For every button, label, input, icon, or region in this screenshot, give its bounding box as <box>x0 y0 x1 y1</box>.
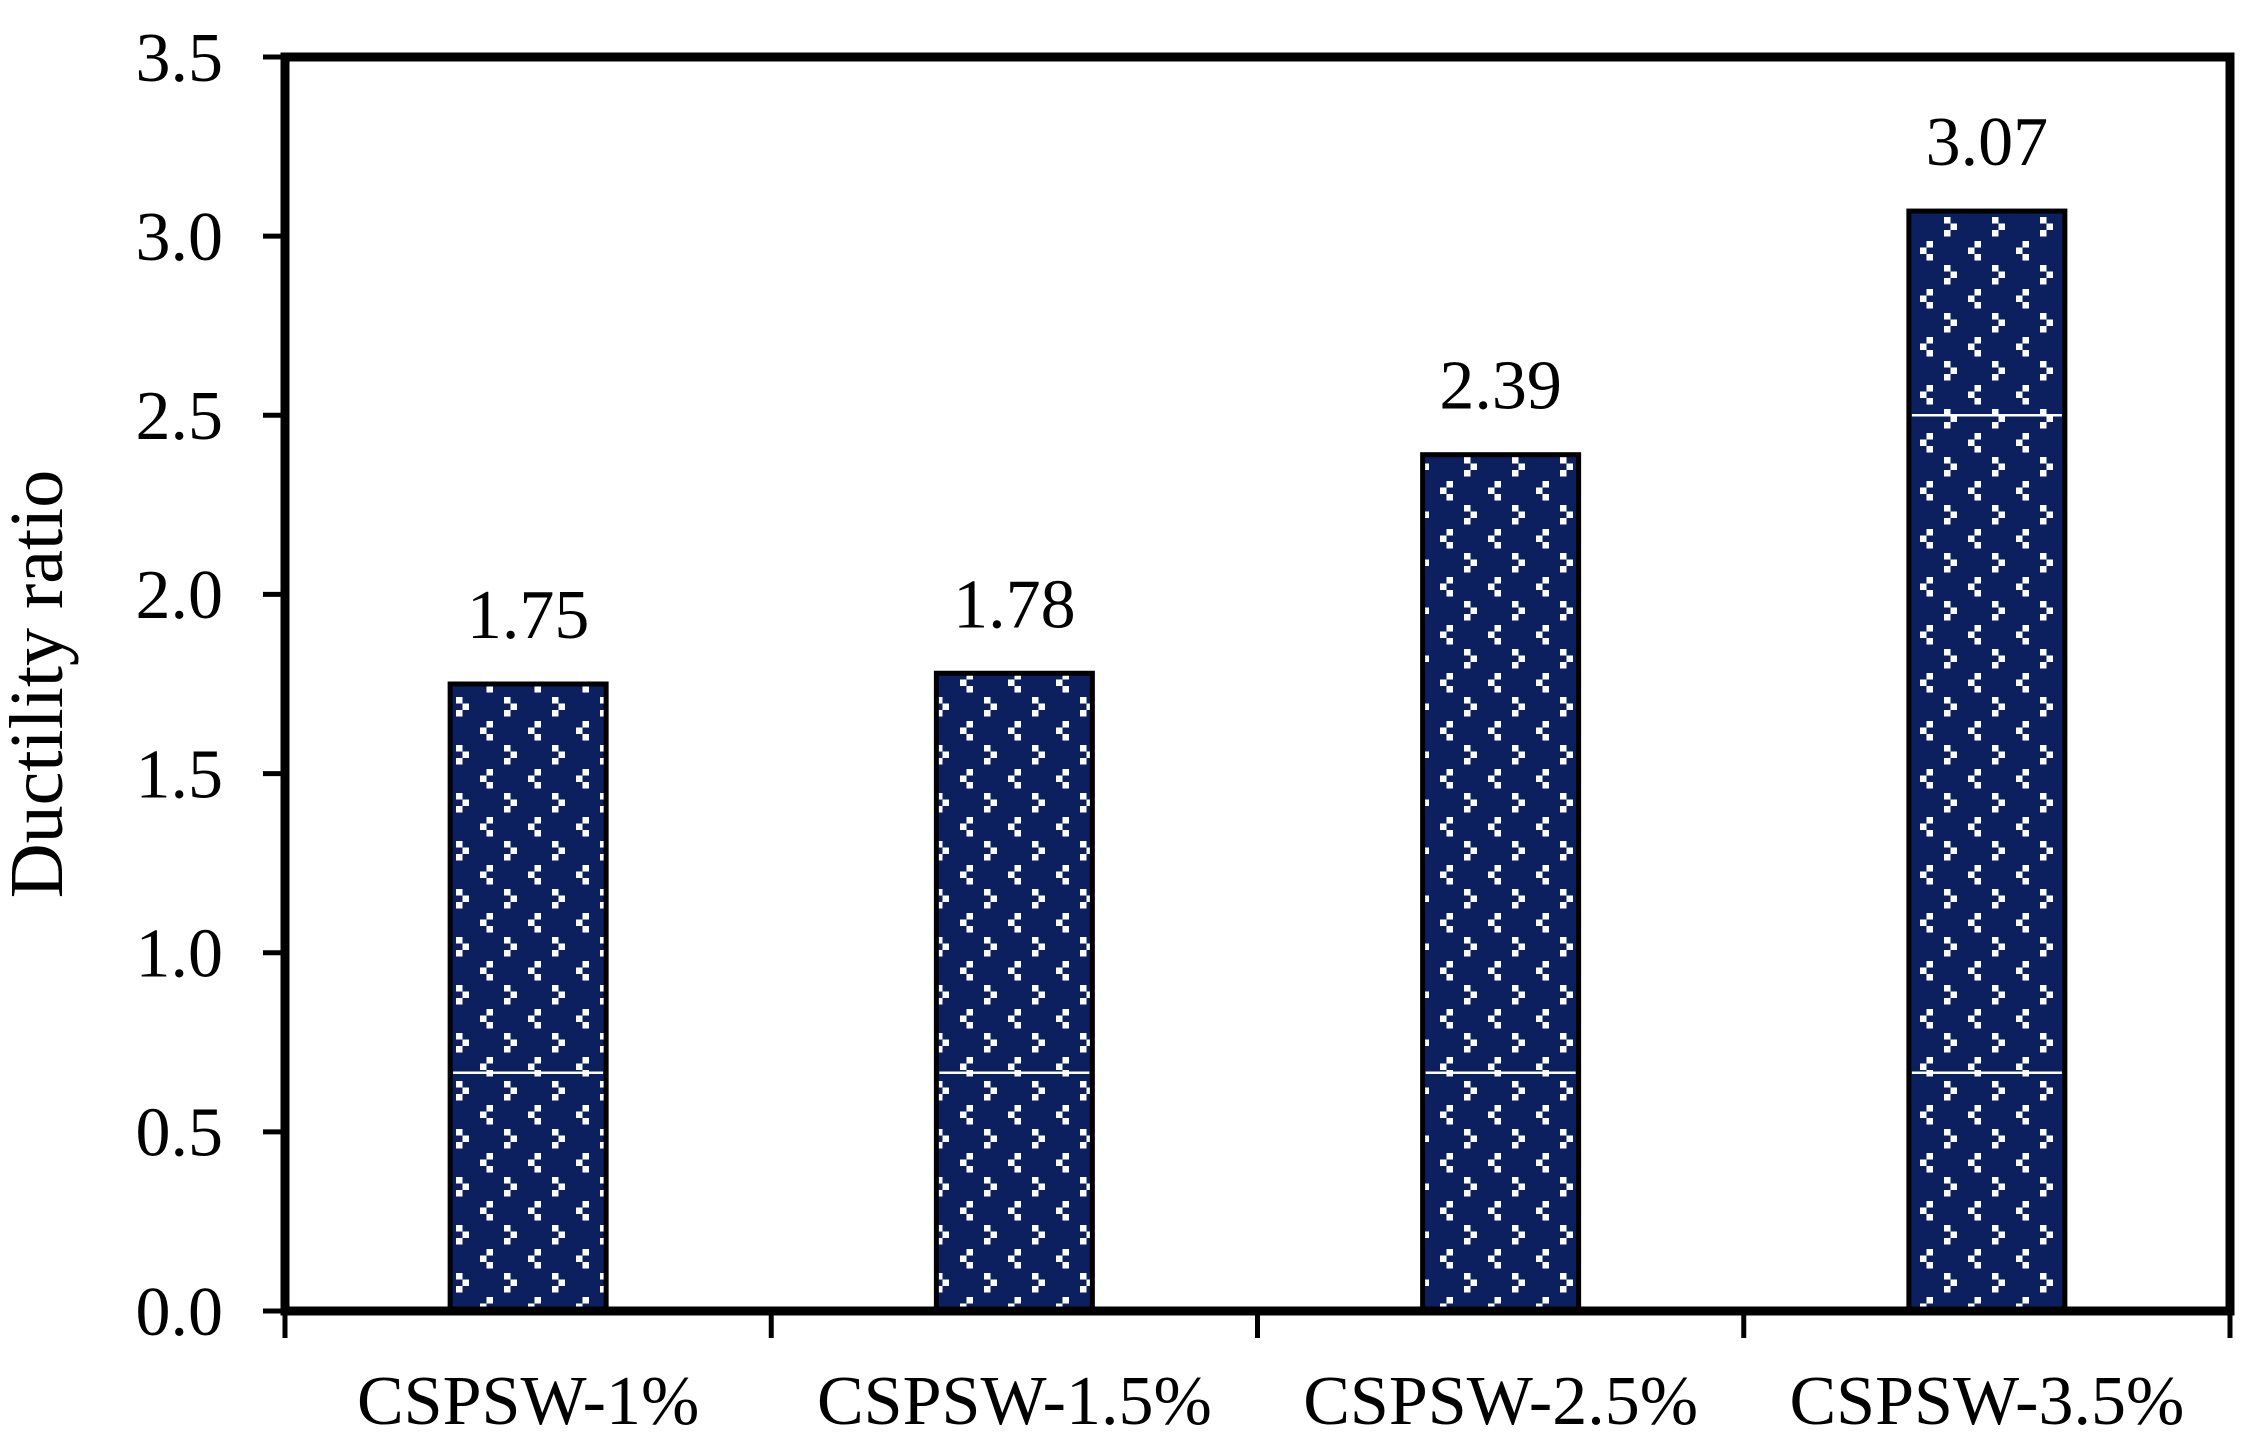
bar-value-label: 1.75 <box>467 577 590 654</box>
bar-CSPSW-1.5% <box>933 670 1095 1314</box>
y-tick-label: 1.0 <box>136 916 224 993</box>
y-tick-label: 3.0 <box>136 199 224 276</box>
y-tick-label: 2.5 <box>136 378 224 455</box>
x-axis-label: CSPSW-2.5% <box>1303 1363 1698 1440</box>
y-tick-label: 2.0 <box>136 557 224 634</box>
bar-value-label: 1.78 <box>953 566 1076 643</box>
bar-CSPSW-1% <box>447 681 609 1314</box>
y-axis-title: Ductility ratio <box>0 470 79 898</box>
y-tick-label: 1.5 <box>136 736 224 813</box>
x-axis-label: CSPSW-1.5% <box>817 1363 1212 1440</box>
bar-CSPSW-3.5% <box>1906 208 2068 1314</box>
x-axis-label: CSPSW-1% <box>357 1363 699 1440</box>
y-tick-label: 3.5 <box>136 20 224 97</box>
bar-value-label: 3.07 <box>1926 104 2049 181</box>
y-tick-label: 0.5 <box>136 1095 224 1172</box>
bar-CSPSW-2.5% <box>1420 452 1582 1314</box>
y-tick-label: 0.0 <box>136 1274 224 1351</box>
x-axis-label: CSPSW-3.5% <box>1789 1363 2184 1440</box>
bar-value-label: 2.39 <box>1439 348 1562 425</box>
